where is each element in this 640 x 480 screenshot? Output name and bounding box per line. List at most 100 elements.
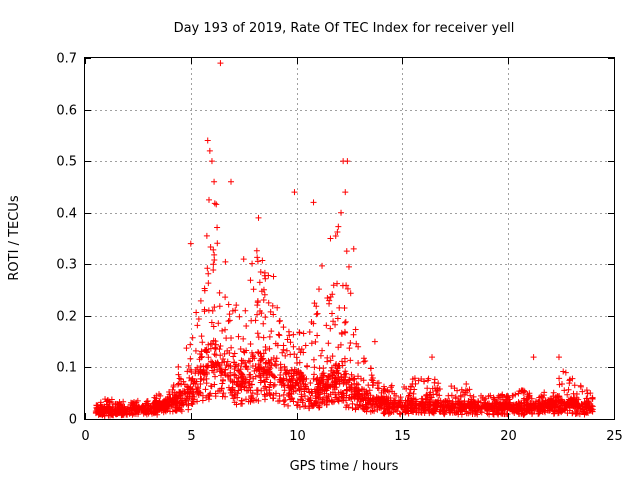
data-point xyxy=(484,406,491,413)
data-point xyxy=(347,290,354,297)
data-point xyxy=(178,381,185,388)
data-point xyxy=(448,392,455,399)
data-point xyxy=(409,400,416,407)
data-point xyxy=(213,201,220,208)
data-point xyxy=(542,409,549,416)
data-point xyxy=(345,377,352,384)
data-point xyxy=(214,240,221,247)
data-point xyxy=(234,390,241,397)
data-point xyxy=(559,407,566,414)
data-point xyxy=(242,396,249,403)
data-point xyxy=(429,409,436,416)
data-point xyxy=(270,373,277,380)
data-point xyxy=(374,385,381,392)
data-point xyxy=(375,379,382,386)
data-point xyxy=(206,147,213,154)
data-point xyxy=(574,400,581,407)
y-tick-label: 0.6 xyxy=(56,104,77,119)
data-point xyxy=(270,273,277,280)
data-point xyxy=(151,399,158,406)
data-point xyxy=(323,322,330,329)
data-point xyxy=(247,341,254,348)
data-point xyxy=(126,410,133,417)
data-point xyxy=(254,391,261,398)
data-point xyxy=(334,396,341,403)
data-point xyxy=(293,402,300,409)
plot-frame xyxy=(84,57,615,420)
data-point xyxy=(384,407,391,414)
y-tick-label: 0.4 xyxy=(56,207,77,222)
data-point xyxy=(371,408,378,415)
data-point xyxy=(367,365,374,372)
data-point xyxy=(500,400,507,407)
data-point xyxy=(285,370,292,377)
data-point xyxy=(169,408,176,415)
data-point xyxy=(192,381,199,388)
data-point xyxy=(320,378,327,385)
data-point xyxy=(276,332,283,339)
data-point xyxy=(306,329,313,336)
data-point xyxy=(327,294,334,301)
data-point xyxy=(265,357,272,364)
data-point xyxy=(412,396,419,403)
data-point xyxy=(206,391,213,398)
data-point xyxy=(224,358,231,365)
data-point xyxy=(348,371,355,378)
data-point xyxy=(167,395,174,402)
data-point xyxy=(365,382,372,389)
data-point xyxy=(528,395,535,402)
data-point xyxy=(209,359,216,366)
data-point xyxy=(338,391,345,398)
data-point xyxy=(311,364,318,371)
data-point xyxy=(121,407,128,414)
data-point xyxy=(315,404,322,411)
data-point xyxy=(383,400,390,407)
data-point xyxy=(347,340,354,347)
data-point xyxy=(210,246,217,253)
data-point xyxy=(211,178,218,185)
data-point xyxy=(194,398,201,405)
data-point xyxy=(222,393,229,400)
data-point xyxy=(281,382,288,389)
data-points xyxy=(92,60,596,419)
data-point xyxy=(210,323,217,330)
data-point xyxy=(570,403,577,410)
data-point xyxy=(327,357,334,364)
data-point xyxy=(195,390,202,397)
data-point xyxy=(355,395,362,402)
data-point xyxy=(231,350,238,357)
data-point xyxy=(230,395,237,402)
data-point xyxy=(402,403,409,410)
data-point xyxy=(286,332,293,339)
data-point xyxy=(265,299,272,306)
data-point xyxy=(115,407,122,414)
data-point xyxy=(280,324,287,331)
data-point xyxy=(343,387,350,394)
data-point xyxy=(293,380,300,387)
data-point xyxy=(352,385,359,392)
data-point xyxy=(177,392,184,399)
data-point xyxy=(342,189,349,196)
data-point xyxy=(312,338,319,345)
data-point xyxy=(524,391,531,398)
data-point xyxy=(212,373,219,380)
data-point xyxy=(263,376,270,383)
data-point xyxy=(205,196,212,203)
data-point xyxy=(223,335,230,342)
data-point xyxy=(395,404,402,411)
data-point xyxy=(264,363,271,370)
data-point xyxy=(466,386,473,393)
data-point xyxy=(317,352,324,359)
data-point xyxy=(342,318,349,325)
data-point xyxy=(198,333,205,340)
data-point xyxy=(560,368,567,375)
data-point xyxy=(166,391,173,398)
data-point xyxy=(262,344,269,351)
data-point xyxy=(426,391,433,398)
data-point xyxy=(565,386,572,393)
data-point xyxy=(161,403,168,410)
data-point xyxy=(385,388,392,395)
data-point xyxy=(530,354,537,361)
data-point xyxy=(214,360,221,367)
data-point xyxy=(347,357,354,364)
